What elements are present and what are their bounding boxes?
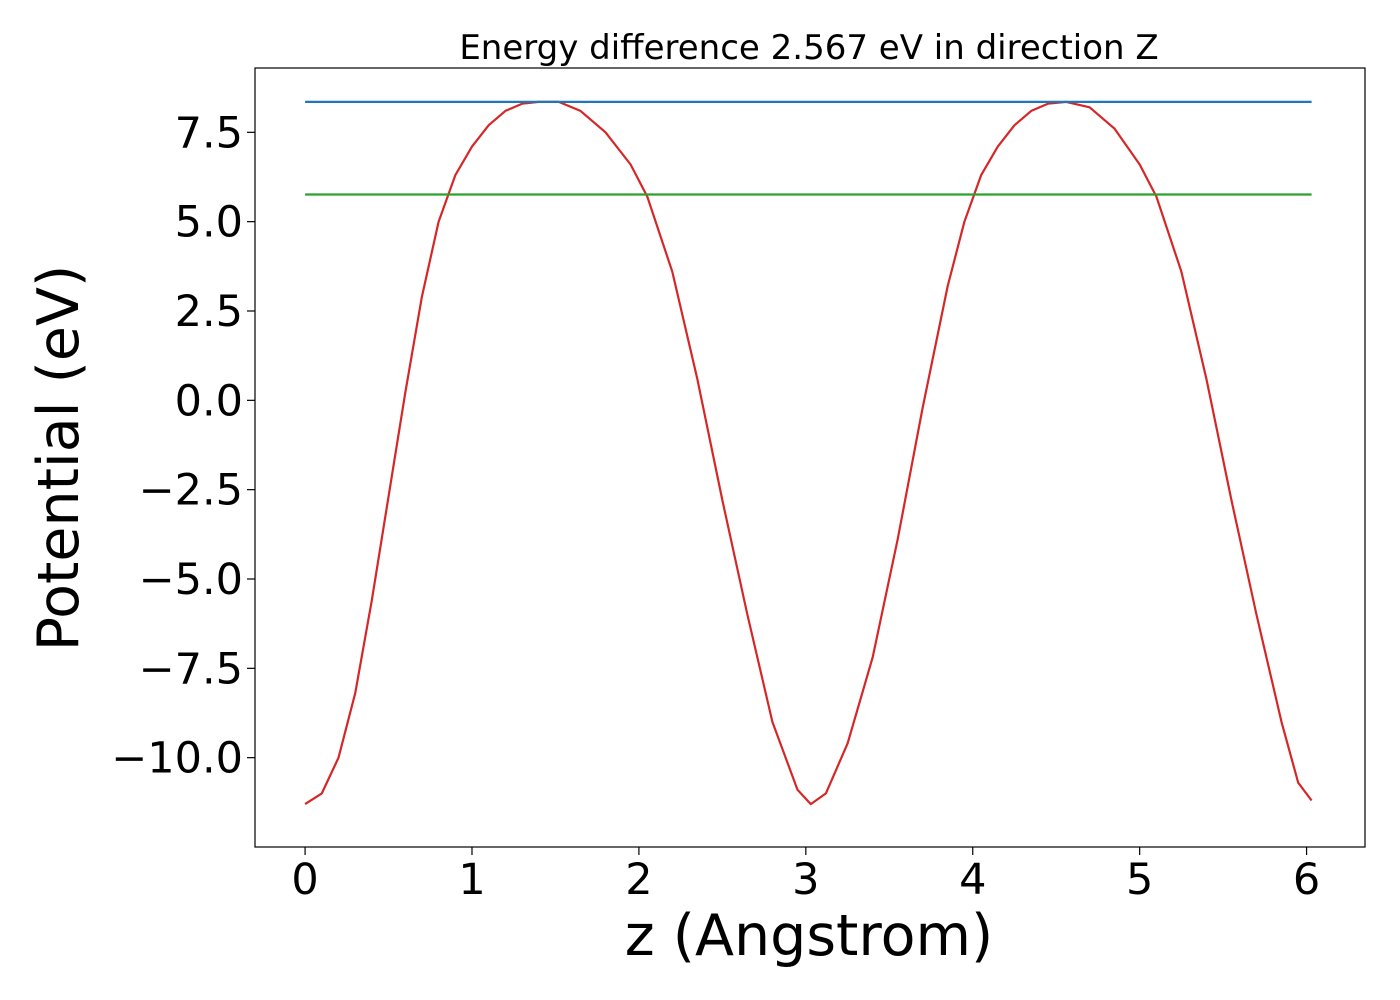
x-tick-label: 6 xyxy=(1293,855,1320,905)
y-axis-ticks: 7.5 5.0 2.5 0.0 −2.5 −5.0 −7.5 −10.0 xyxy=(111,108,255,784)
x-tick-label: 2 xyxy=(625,855,652,905)
y-tick-label: 0.0 xyxy=(175,376,243,426)
x-tick-label: 0 xyxy=(291,855,318,905)
y-tick-label: 2.5 xyxy=(175,287,243,337)
y-tick-label: 7.5 xyxy=(175,108,243,158)
y-tick-label: −2.5 xyxy=(139,466,243,516)
y-tick-label: −7.5 xyxy=(139,644,243,694)
x-tick-label: 5 xyxy=(1126,855,1153,905)
y-tick-label: 5.0 xyxy=(175,198,243,248)
x-tick-label: 1 xyxy=(458,855,485,905)
y-tick-label: −5.0 xyxy=(139,555,243,605)
chart-title: Energy difference 2.567 eV in direction … xyxy=(459,28,1158,68)
x-axis-label: z (Angstrom) xyxy=(625,903,993,969)
x-tick-label: 4 xyxy=(959,855,986,905)
plot-lines xyxy=(304,100,1313,806)
x-axis-ticks: 0 1 2 3 4 5 6 xyxy=(291,847,1320,905)
y-axis-label: Potential (eV) xyxy=(26,265,92,651)
x-tick-label: 3 xyxy=(792,855,819,905)
y-tick-label: −10.0 xyxy=(111,734,243,784)
potential-curve xyxy=(304,100,1313,806)
plot-frame xyxy=(254,67,1366,848)
